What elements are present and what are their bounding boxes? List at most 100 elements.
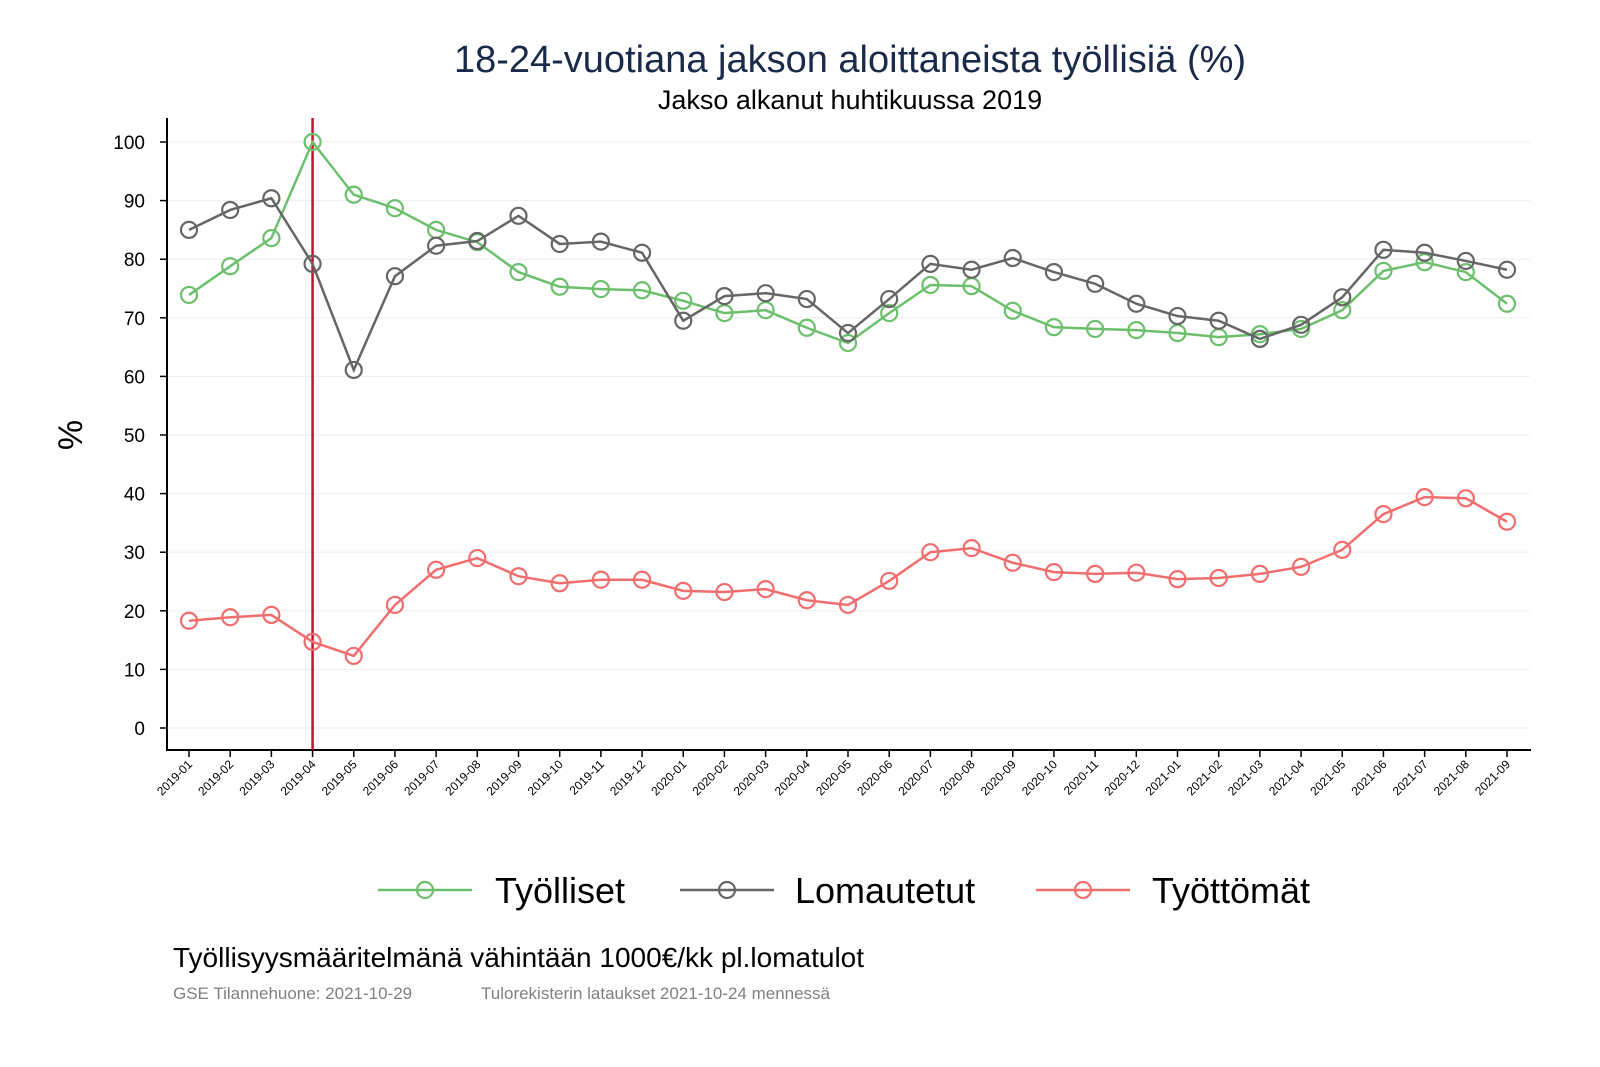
- x-tick-label: 2021-05: [1307, 757, 1348, 798]
- x-tick-label: 2019-01: [154, 757, 195, 798]
- data-point: [1291, 315, 1311, 334]
- data-point: [962, 538, 981, 558]
- data-point: [1086, 319, 1105, 339]
- x-tick-label: 2019-02: [195, 757, 236, 798]
- data-point: [550, 574, 569, 593]
- y-tick-label: 60: [124, 367, 145, 388]
- data-point: [1374, 240, 1393, 259]
- x-tick-label: 2020-05: [813, 757, 854, 798]
- data-point: [1086, 564, 1105, 583]
- data-point: [468, 231, 487, 251]
- data-point: [1168, 306, 1187, 326]
- x-tick-label: 2019-05: [319, 757, 360, 798]
- data-point: [1127, 321, 1146, 340]
- y-tick-label: 70: [124, 309, 145, 330]
- data-point: [1127, 294, 1146, 313]
- legend-marker: [717, 880, 737, 900]
- data-point: [880, 289, 899, 309]
- x-tick-label: 2019-11: [567, 757, 608, 798]
- data-point: [550, 277, 569, 296]
- chart-title: 18-24-vuotiana jakson aloittaneista työl…: [454, 39, 1246, 81]
- x-tick-label: 2019-12: [607, 757, 648, 798]
- data-point: [468, 548, 487, 568]
- data-point: [962, 260, 981, 279]
- data-point: [385, 267, 405, 286]
- data-point: [303, 254, 322, 273]
- data-point: [1003, 301, 1022, 320]
- y-tick-label: 90: [124, 192, 145, 213]
- x-tick-label: 2021-04: [1266, 757, 1307, 798]
- data-point: [1415, 488, 1434, 507]
- x-tick-label: 2020-07: [895, 757, 936, 798]
- data-point: [344, 185, 363, 204]
- data-point: [303, 132, 322, 152]
- x-tick-label: 2019-03: [236, 757, 277, 798]
- data-point: [591, 232, 610, 251]
- x-tick-label: 2020-03: [731, 757, 772, 798]
- data-point: [427, 236, 446, 255]
- y-tick-label: 30: [124, 543, 145, 564]
- chart-subtitle: Jakso alkanut huhtikuussa 2019: [658, 85, 1042, 115]
- data-point: [427, 560, 446, 579]
- data-point: [1209, 311, 1228, 330]
- legend-marker: [1073, 880, 1093, 900]
- data-point: [262, 189, 281, 208]
- data-point: [1003, 248, 1022, 268]
- data-point: [1374, 505, 1393, 524]
- data-point: [921, 254, 940, 273]
- data-point: [179, 611, 199, 630]
- y-axis-label: %: [52, 420, 90, 450]
- data-point: [179, 220, 199, 239]
- data-point: [838, 323, 858, 343]
- legend-label: Työttömät: [1152, 870, 1310, 911]
- x-tick-label: 2021-08: [1431, 757, 1472, 798]
- x-tick-label: 2019-08: [442, 757, 483, 798]
- data-point: [1250, 564, 1269, 583]
- x-tick-label: 2020-11: [1061, 757, 1102, 798]
- y-tick-label: 50: [124, 426, 145, 447]
- legend-marker: [415, 880, 435, 900]
- data-point: [509, 206, 528, 225]
- x-tick-label: 2020-06: [854, 757, 895, 798]
- data-point: [1497, 294, 1517, 313]
- data-point: [1456, 489, 1475, 508]
- x-tick-label: 2020-12: [1101, 757, 1142, 798]
- x-tick-label: 2019-06: [360, 757, 401, 798]
- data-point: [221, 257, 240, 276]
- data-point: [1333, 540, 1352, 559]
- y-tick-label: 0: [134, 719, 145, 740]
- legend-label: Työlliset: [495, 870, 625, 911]
- data-point: [632, 570, 652, 589]
- series-line: [188, 196, 1508, 374]
- data-point: [1415, 253, 1434, 272]
- data-point: [880, 304, 899, 323]
- data-point: [1374, 261, 1393, 281]
- data-point: [715, 287, 734, 306]
- data-point: [838, 333, 858, 353]
- x-tick-label: 2021-07: [1390, 757, 1431, 798]
- x-tick-label: 2020-02: [690, 757, 731, 798]
- x-tick-label: 2021-06: [1349, 757, 1390, 798]
- data-point: [674, 581, 693, 600]
- data-point: [1168, 570, 1187, 589]
- data-point: [1333, 301, 1352, 320]
- data-point: [1497, 260, 1517, 279]
- data-point: [1456, 262, 1475, 282]
- data-point: [179, 285, 199, 305]
- x-tick-label: 2019-07: [401, 757, 442, 798]
- y-tick-label: 100: [113, 133, 145, 154]
- source-note: GSE Tilannehuone: 2021-10-29: [173, 984, 412, 1003]
- data-point: [674, 311, 693, 330]
- y-tick-label: 20: [124, 602, 145, 623]
- series-1: [179, 189, 1517, 380]
- data-point: [715, 582, 734, 602]
- data-point: [262, 229, 281, 248]
- data-point: [591, 570, 610, 589]
- data-point: [1291, 557, 1311, 576]
- x-tick-label: 2020-10: [1019, 757, 1060, 798]
- data-point: [1003, 553, 1022, 572]
- definition-note: Työllisyysmääritelmänä vähintään 1000€/k…: [173, 942, 864, 973]
- x-tick-label: 2021-09: [1472, 757, 1513, 798]
- x-tick-label: 2019-10: [525, 757, 566, 798]
- data-date-note: Tulorekisterin lataukset 2021-10-24 menn…: [481, 984, 831, 1003]
